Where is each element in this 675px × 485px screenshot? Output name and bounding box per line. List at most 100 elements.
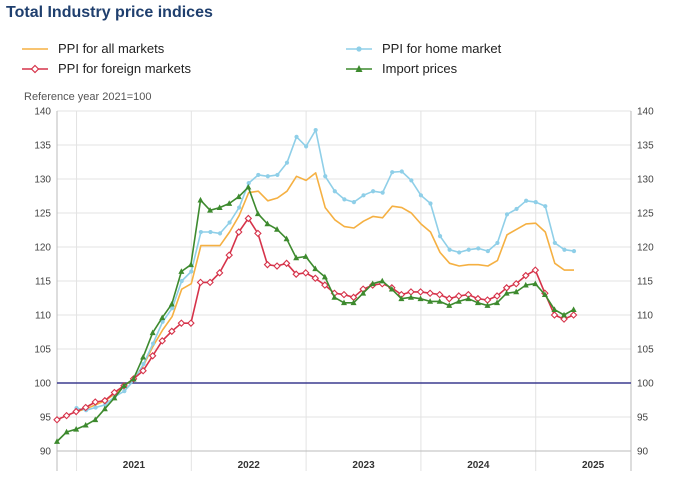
data-point <box>399 169 404 174</box>
data-point <box>418 193 424 198</box>
data-point <box>198 229 203 235</box>
y-tick-label-right: 115 <box>637 277 653 288</box>
data-point <box>436 298 443 304</box>
data-point <box>101 396 109 405</box>
data-point <box>445 294 454 303</box>
y-tick-label-left: 90 <box>40 447 52 458</box>
data-point <box>292 270 300 278</box>
data-point <box>476 246 481 251</box>
data-point <box>532 280 539 287</box>
series-import-prices <box>54 183 577 444</box>
y-tick-label-right: 110 <box>637 311 653 322</box>
data-point <box>524 198 529 203</box>
data-point <box>514 206 519 212</box>
y-tick-label-left: 95 <box>40 413 52 424</box>
data-point <box>197 196 204 203</box>
data-point <box>407 294 414 300</box>
legend-diamond-icon <box>22 64 48 73</box>
data-point <box>93 405 98 410</box>
data-point <box>206 278 214 287</box>
data-point <box>159 314 166 321</box>
data-point <box>323 174 328 179</box>
data-point <box>304 144 309 149</box>
data-point <box>283 235 290 242</box>
data-point <box>226 200 233 206</box>
legend-item-ppi-foreign[interactable]: PPI for foreign markets <box>22 61 191 76</box>
data-point <box>370 189 376 194</box>
data-point <box>293 254 300 261</box>
data-point <box>111 394 118 401</box>
data-point <box>72 407 80 416</box>
data-point <box>350 299 357 306</box>
x-year-label: 2023 <box>352 460 375 471</box>
y-tick-label-right: 130 <box>637 175 654 186</box>
data-point <box>235 193 242 200</box>
data-point <box>369 280 376 287</box>
legend-item-ppi-all[interactable]: PPI for all markets <box>22 41 164 56</box>
data-point <box>561 311 568 318</box>
data-point <box>273 262 281 270</box>
data-point <box>63 428 70 435</box>
data-point <box>177 319 186 327</box>
data-point <box>455 292 463 300</box>
data-point <box>217 231 223 236</box>
data-point <box>494 299 501 306</box>
data-point <box>311 274 320 283</box>
data-point <box>178 268 185 274</box>
data-point <box>379 277 386 284</box>
y-tick-label-left: 140 <box>34 107 51 118</box>
y-tick-label-left: 115 <box>35 277 51 288</box>
legend-circle-icon <box>346 45 372 52</box>
page-title: Total Industry price indices <box>6 4 213 21</box>
data-point <box>140 353 147 360</box>
data-point <box>571 248 577 254</box>
data-point <box>301 269 310 277</box>
data-point <box>321 281 329 289</box>
data-point <box>331 294 338 300</box>
data-point <box>446 302 453 308</box>
chart-legend: PPI for all markets PPI for foreign mark… <box>0 0 675 90</box>
legend-label: PPI for all markets <box>58 41 165 56</box>
data-point <box>380 190 385 195</box>
data-point <box>149 329 156 336</box>
x-year-label: 2024 <box>467 460 490 471</box>
y-tick-label-left: 110 <box>35 311 51 322</box>
series-ppi-for-foreign-markets <box>53 214 578 424</box>
data-point <box>284 160 290 165</box>
data-point <box>504 212 510 217</box>
data-point <box>158 337 167 345</box>
y-tick-label-right: 140 <box>637 107 654 118</box>
data-point <box>294 134 299 139</box>
y-tick-label-right: 105 <box>637 345 654 356</box>
data-point <box>265 174 270 179</box>
legend-item-import-prices[interactable]: Import prices <box>346 61 457 76</box>
data-point <box>282 259 291 268</box>
data-point <box>340 290 348 299</box>
data-point <box>474 299 481 306</box>
data-point <box>321 273 328 280</box>
data-point <box>160 319 165 324</box>
data-point <box>313 127 318 133</box>
data-point <box>275 172 280 178</box>
data-point <box>91 398 100 406</box>
data-point <box>427 298 434 304</box>
legend-item-ppi-home[interactable]: PPI for home market <box>346 41 501 56</box>
data-point <box>264 220 271 227</box>
data-point <box>92 416 99 423</box>
data-point <box>62 411 71 420</box>
data-point <box>82 421 89 428</box>
data-point <box>435 290 444 299</box>
y-tick-label-right: 95 <box>637 413 649 424</box>
data-point <box>342 197 347 202</box>
legend-triangle-icon <box>346 64 372 72</box>
x-year-label: 2025 <box>582 460 605 471</box>
data-point <box>503 290 510 296</box>
series-ppi-for-all-markets <box>76 172 574 413</box>
data-point <box>263 260 272 269</box>
data-point <box>225 251 233 259</box>
y-tick-label-right: 100 <box>637 379 654 390</box>
y-tick-label-left: 100 <box>34 379 51 390</box>
data-point <box>455 298 462 304</box>
data-point <box>531 266 540 274</box>
data-point <box>521 271 530 280</box>
